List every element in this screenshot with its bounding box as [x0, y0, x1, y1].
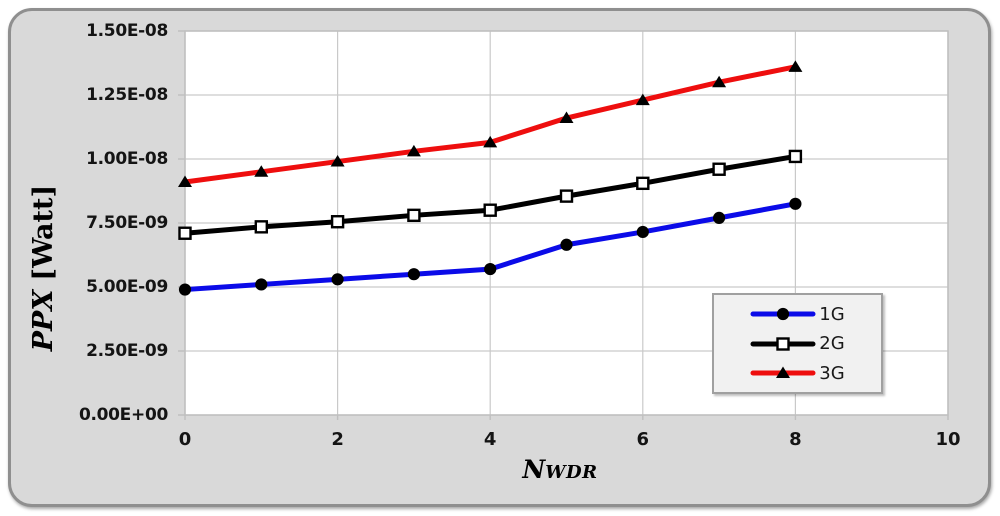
marker-2g — [788, 149, 803, 164]
marker-2g — [407, 208, 421, 223]
legend-marker — [777, 307, 790, 321]
y-tick-label: 7.50E-09 — [86, 213, 168, 233]
legend-label: 1G — [819, 303, 845, 325]
x-tick-label: 0 — [178, 429, 192, 450]
legend: 1G 2G 3G — [712, 293, 883, 394]
x-tick-label: 6 — [636, 429, 650, 450]
x-axis-title-symbol: N — [522, 455, 546, 484]
marker-3g — [330, 155, 345, 167]
marker-3g — [406, 144, 421, 157]
y-tick-label: 5.00E-09 — [86, 277, 168, 297]
marker-1g — [636, 225, 649, 239]
marker-2g — [636, 176, 650, 191]
legend-item-3g: 3G — [750, 362, 845, 384]
marker-2g — [254, 220, 269, 234]
y-tick-label: 1.50E-08 — [86, 21, 168, 41]
y-tick-label: 1.25E-08 — [86, 85, 168, 105]
legend-swatch-3g-line-triangle-icon — [750, 366, 816, 378]
marker-1g — [331, 273, 344, 286]
marker-1g — [789, 197, 802, 210]
plot-border — [184, 30, 949, 416]
y-tick-label: 2.50E-09 — [86, 341, 168, 361]
marker-3g — [559, 111, 574, 124]
marker-1g — [560, 238, 573, 251]
legend-label: 3G — [819, 362, 845, 384]
marker-2g — [483, 203, 497, 217]
marker-2g — [712, 162, 726, 176]
marker-3g — [483, 135, 498, 148]
marker-1g — [407, 268, 420, 281]
legend-marker — [776, 366, 791, 378]
legend-swatch-1g-line-circle-icon — [750, 307, 816, 321]
marker-1g — [713, 211, 726, 224]
marker-1g — [255, 278, 268, 291]
legend-item-1g: 1G — [750, 303, 845, 325]
x-tick-label: 2 — [331, 429, 344, 450]
x-axis-title: NWDR — [410, 455, 710, 484]
marker-2g — [559, 189, 574, 203]
marker-1g — [484, 262, 497, 276]
marker-3g — [178, 175, 192, 188]
y-tick-label: 1.00E-08 — [86, 149, 168, 169]
marker-1g — [178, 283, 192, 296]
marker-3g — [712, 75, 727, 88]
legend-label: 2G — [819, 333, 845, 354]
x-tick-label: 8 — [789, 429, 802, 450]
marker-3g — [788, 60, 803, 72]
marker-2g — [330, 215, 345, 229]
legend-marker — [776, 336, 790, 351]
x-tick-label: 10 — [935, 429, 961, 450]
legend-item-2g: 2G — [750, 333, 845, 354]
marker-3g — [254, 165, 269, 177]
y-tick-label: 0.00E+00 — [78, 405, 168, 425]
marker-3g — [635, 93, 650, 106]
marker-2g — [178, 226, 192, 240]
legend-swatch-2g-line-square-icon — [750, 336, 816, 351]
x-axis-title-subscript: WDR — [545, 462, 598, 483]
x-tick-label: 4 — [483, 429, 497, 450]
